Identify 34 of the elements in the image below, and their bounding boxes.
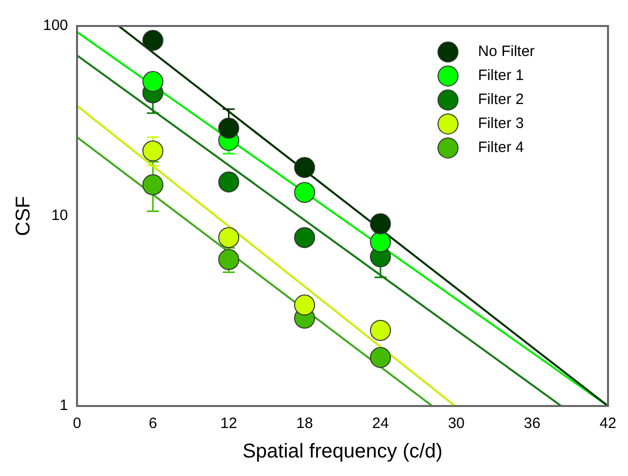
- point: [294, 182, 316, 203]
- point: [218, 227, 240, 248]
- point: [294, 227, 316, 248]
- legend-label: Filter 1: [478, 67, 524, 84]
- point: [294, 294, 316, 316]
- point: [218, 171, 240, 192]
- x-tick-label: 12: [220, 415, 238, 432]
- y-tick-label: 10: [51, 207, 68, 224]
- x-tick-label: 42: [600, 415, 616, 432]
- point: [370, 213, 391, 234]
- legend-label: Filter 3: [478, 115, 524, 132]
- x-axis-title: Spatial frequency (c/d): [242, 440, 443, 463]
- point: [370, 231, 391, 252]
- point: [218, 118, 240, 139]
- x-tick-label: 36: [524, 415, 540, 432]
- point: [218, 249, 240, 270]
- x-tick-label: 24: [372, 415, 389, 432]
- x-tick-label: 30: [448, 415, 465, 432]
- y-tick-label: 1: [60, 397, 68, 414]
- point: [142, 71, 164, 92]
- point: [142, 140, 164, 162]
- point: [370, 320, 391, 341]
- y-axis-title: CSF: [12, 196, 35, 236]
- point: [370, 347, 391, 368]
- y-tick-label: 100: [42, 17, 68, 34]
- legend-label: Filter 2: [478, 91, 524, 108]
- point: [142, 30, 164, 51]
- legend-label: No Filter: [478, 43, 535, 60]
- x-tick-label: 0: [72, 415, 82, 432]
- point: [294, 157, 316, 178]
- x-tick-label: 18: [296, 415, 313, 432]
- x-tick-label: 6: [148, 415, 158, 432]
- legend-label: Filter 4: [478, 139, 524, 156]
- point: [142, 174, 164, 196]
